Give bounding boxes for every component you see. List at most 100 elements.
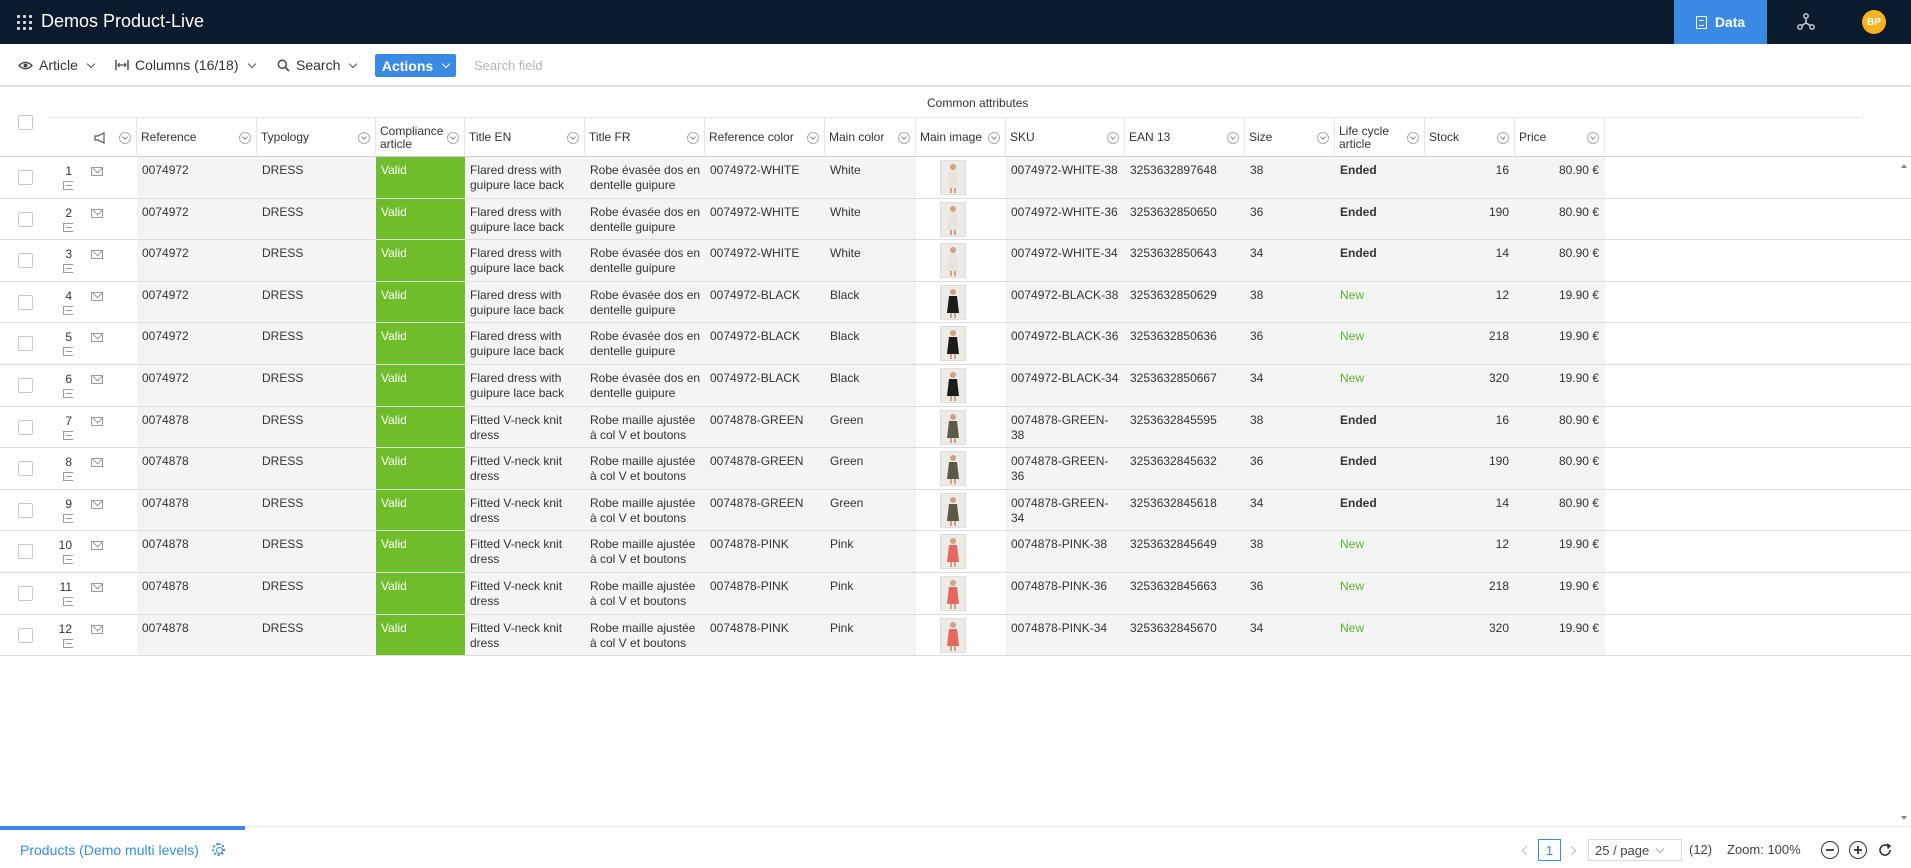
- cell-stock[interactable]: 12: [1425, 281, 1515, 323]
- cell-img[interactable]: [916, 199, 1006, 240]
- product-image[interactable]: [940, 534, 966, 570]
- cell-img[interactable]: [916, 573, 1006, 614]
- product-image[interactable]: [940, 368, 966, 403]
- cell-tfr[interactable]: Robe évasée dos en dentelle guipure: [585, 240, 705, 281]
- message-icon[interactable]: [91, 291, 103, 301]
- message-icon[interactable]: [91, 624, 103, 634]
- cell-typ[interactable]: DRESS: [257, 323, 376, 364]
- cell-typ[interactable]: DRESS: [257, 573, 376, 614]
- cell-life[interactable]: New: [1335, 531, 1425, 572]
- table-row[interactable]: 2 0074972 DRESS Valid Flared dress with guip…: [0, 198, 1911, 241]
- product-image[interactable]: [940, 243, 966, 279]
- cell-ean[interactable]: 3253632845649: [1125, 531, 1245, 572]
- cell-stock[interactable]: 190: [1425, 448, 1515, 489]
- cell-ten[interactable]: Flared dress with guipure lace back: [465, 365, 585, 406]
- sort-toggle-icon[interactable]: [1107, 132, 1119, 144]
- apps-grid-icon[interactable]: [17, 15, 32, 30]
- cell-img[interactable]: [916, 615, 1006, 656]
- cell-size[interactable]: 34: [1245, 614, 1335, 656]
- cell-typ[interactable]: DRESS: [257, 531, 376, 572]
- refresh-icon[interactable]: [1876, 841, 1894, 859]
- cell-mcol[interactable]: Green: [825, 406, 916, 448]
- cell-ean[interactable]: 3253632897648: [1125, 157, 1245, 198]
- cell-size[interactable]: 38: [1245, 281, 1335, 323]
- row-children-icon[interactable]: [63, 305, 73, 315]
- cell-life[interactable]: New: [1335, 614, 1425, 656]
- table-row[interactable]: 4 0074972 DRESS Valid Flared dress with guip…: [0, 281, 1911, 324]
- chevron-right-icon[interactable]: [1566, 845, 1577, 856]
- cell-comp[interactable]: Valid: [376, 489, 465, 531]
- table-row[interactable]: 6 0074972 DRESS Valid Flared dress with guip…: [0, 365, 1911, 407]
- cell-rcol[interactable]: 0074878-GREEN: [705, 406, 825, 448]
- table-row[interactable]: 5 0074972 DRESS Valid Flared dress with guip…: [0, 323, 1911, 365]
- cell-typ[interactable]: DRESS: [257, 281, 376, 323]
- cell-tfr[interactable]: Robe maille ajustée à col V et boutons: [585, 573, 705, 614]
- column-header-ten[interactable]: Title EN: [465, 118, 585, 157]
- cell-ref[interactable]: 0074972: [137, 365, 257, 406]
- sort-toggle-icon[interactable]: [239, 132, 251, 144]
- cell-ref[interactable]: 0074972: [137, 157, 257, 198]
- cell-size[interactable]: 34: [1245, 489, 1335, 531]
- row-children-icon[interactable]: [63, 597, 73, 606]
- row-children-icon[interactable]: [63, 389, 73, 398]
- cell-ean[interactable]: 3253632850629: [1125, 281, 1245, 323]
- table-name-link[interactable]: Products (Demo multi levels): [20, 842, 199, 858]
- page-size-select[interactable]: 25 / page: [1588, 839, 1682, 861]
- row-children-icon[interactable]: [63, 347, 73, 357]
- row-checkbox[interactable]: [18, 586, 33, 601]
- table-row[interactable]: 10 0074878 DRESS Valid Fitted V-neck knit dr…: [0, 531, 1911, 573]
- row-checkbox[interactable]: [18, 544, 33, 560]
- cell-sku[interactable]: 0074972-BLACK-36: [1006, 323, 1125, 364]
- cell-life[interactable]: New: [1335, 365, 1425, 406]
- cell-sku[interactable]: 0074972-BLACK-38: [1006, 281, 1125, 323]
- cell-comp[interactable]: Valid: [376, 198, 465, 240]
- cell-ten[interactable]: Flared dress with guipure lace back: [465, 323, 585, 364]
- cell-rcol[interactable]: 0074878-PINK: [705, 614, 825, 656]
- cell-price[interactable]: 80.90 €: [1515, 240, 1605, 281]
- column-header-rcol[interactable]: Reference color: [705, 118, 825, 157]
- cell-tfr[interactable]: Robe maille ajustée à col V et boutons: [585, 406, 705, 448]
- cell-ref[interactable]: 0074878: [137, 531, 257, 572]
- cell-comp[interactable]: Valid: [376, 448, 465, 489]
- cell-ean[interactable]: 3253632850636: [1125, 323, 1245, 364]
- vertical-scrollbar[interactable]: [1897, 157, 1911, 827]
- cell-ean[interactable]: 3253632850667: [1125, 365, 1245, 406]
- cell-ean[interactable]: 3253632845663: [1125, 573, 1245, 614]
- cell-size[interactable]: 38: [1245, 406, 1335, 448]
- cell-tfr[interactable]: Robe maille ajustée à col V et boutons: [585, 448, 705, 489]
- message-icon[interactable]: [91, 250, 103, 260]
- sort-toggle-icon[interactable]: [898, 132, 910, 144]
- cell-comp[interactable]: Valid: [376, 157, 465, 198]
- cell-tfr[interactable]: Robe évasée dos en dentelle guipure: [585, 365, 705, 406]
- product-image[interactable]: [940, 160, 966, 195]
- message-icon[interactable]: [91, 375, 103, 384]
- sort-toggle-icon[interactable]: [1587, 132, 1599, 144]
- sort-toggle-icon[interactable]: [687, 132, 699, 144]
- cell-comp[interactable]: Valid: [376, 573, 465, 614]
- sort-toggle-icon[interactable]: [119, 132, 131, 144]
- cell-sku[interactable]: 0074972-WHITE-36: [1006, 198, 1125, 240]
- cell-price[interactable]: 80.90 €: [1515, 448, 1605, 489]
- search-selector[interactable]: Search: [277, 44, 358, 86]
- gear-icon[interactable]: [212, 843, 225, 856]
- row-children-icon[interactable]: [63, 513, 73, 523]
- cell-stock[interactable]: 14: [1425, 489, 1515, 531]
- cell-tfr[interactable]: Robe évasée dos en dentelle guipure: [585, 281, 705, 323]
- cell-typ[interactable]: DRESS: [257, 448, 376, 489]
- table-row[interactable]: 8 0074878 DRESS Valid Fitted V-neck knit dre…: [0, 448, 1911, 490]
- cell-ref[interactable]: 0074972: [137, 198, 257, 240]
- cell-tfr[interactable]: Robe évasée dos en dentelle guipure: [585, 198, 705, 240]
- message-icon[interactable]: [91, 541, 103, 551]
- column-header-flag[interactable]: [84, 118, 137, 157]
- cell-typ[interactable]: DRESS: [257, 489, 376, 531]
- cell-life[interactable]: Ended: [1335, 489, 1425, 531]
- sort-toggle-icon[interactable]: [1407, 132, 1419, 144]
- row-checkbox[interactable]: [18, 211, 33, 227]
- cell-stock[interactable]: 320: [1425, 614, 1515, 656]
- product-image[interactable]: [940, 409, 966, 445]
- cell-rcol[interactable]: 0074972-WHITE: [705, 240, 825, 281]
- search-input[interactable]: [474, 54, 774, 77]
- cell-size[interactable]: 34: [1245, 240, 1335, 281]
- cell-typ[interactable]: DRESS: [257, 614, 376, 656]
- row-children-icon[interactable]: [63, 555, 73, 565]
